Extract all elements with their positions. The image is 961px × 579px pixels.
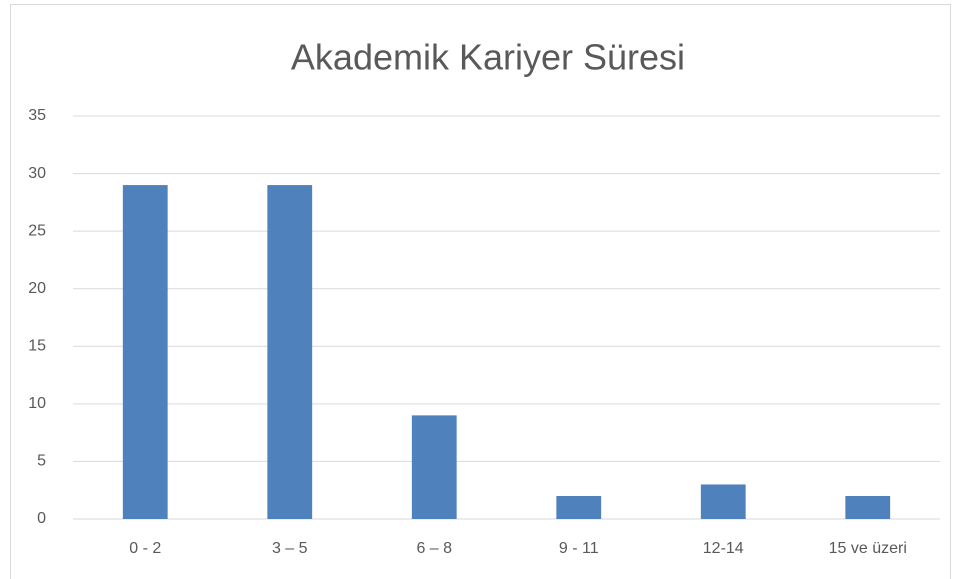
- bar: [411, 415, 457, 519]
- y-tick-label: 0: [37, 510, 46, 527]
- y-tick-label: 15: [28, 338, 46, 355]
- y-tick-label: 5: [37, 453, 46, 470]
- chart-title: Akademik Kariyer Süresi: [291, 37, 685, 78]
- bar: [845, 495, 891, 519]
- bar: [267, 185, 313, 520]
- y-tick-label: 35: [28, 107, 46, 124]
- x-tick-label: 6 – 8: [416, 540, 452, 557]
- y-tick-label: 30: [28, 165, 46, 182]
- y-tick-label: 20: [28, 280, 46, 297]
- x-tick-label: 3 – 5: [272, 540, 308, 557]
- bar: [122, 185, 168, 520]
- bar: [556, 495, 602, 519]
- x-tick-label: 12-14: [703, 540, 744, 557]
- x-tick-label: 15 ve üzeri: [829, 540, 907, 557]
- bar: [700, 484, 746, 519]
- y-tick-label: 10: [28, 395, 46, 412]
- x-tick-label: 0 - 2: [129, 540, 161, 557]
- x-tick-label: 9 - 11: [559, 540, 599, 557]
- y-tick-label: 25: [28, 222, 46, 239]
